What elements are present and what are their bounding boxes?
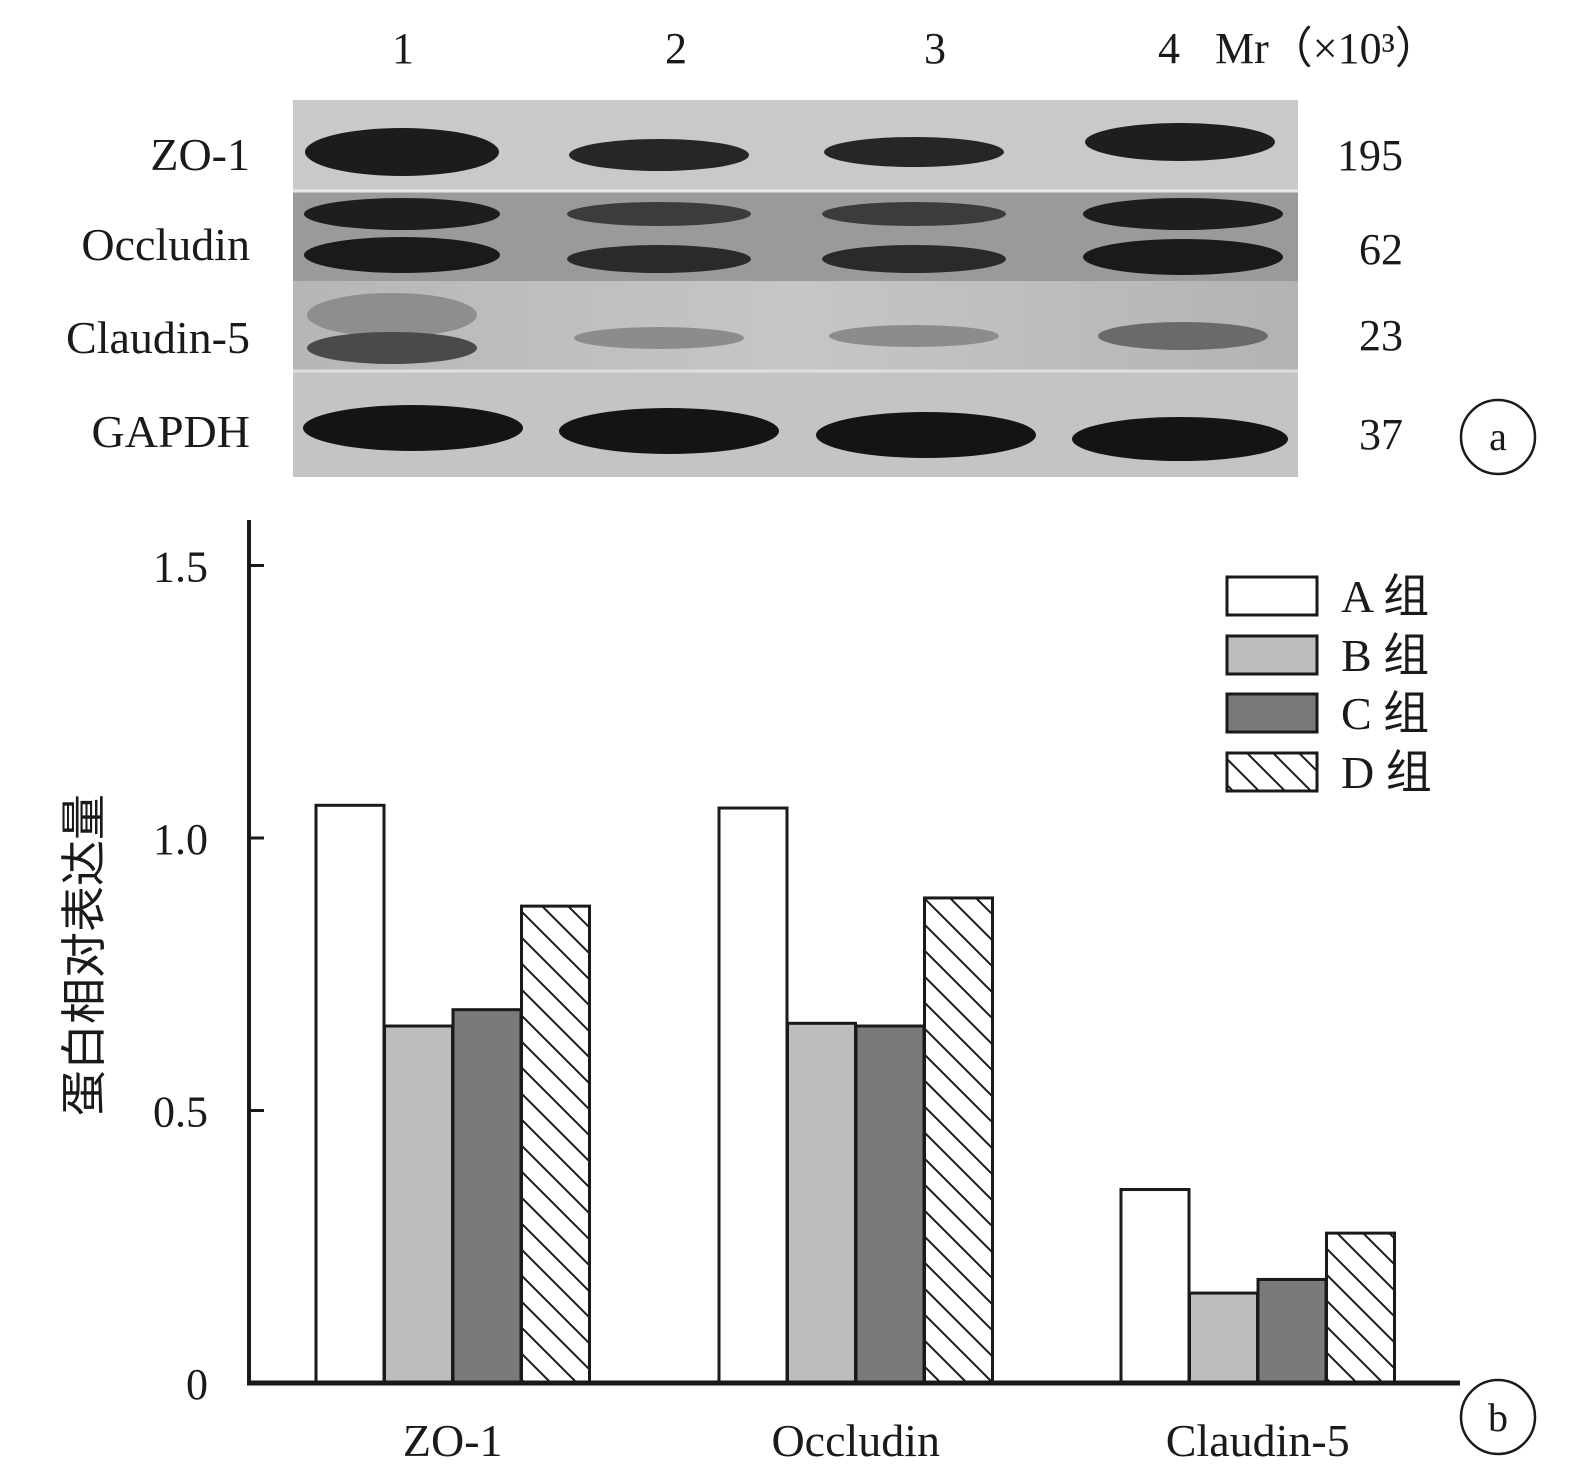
legend-swatch: [1225, 575, 1319, 617]
bars: [314, 803, 1396, 1385]
bar-claudin-5-b: [1188, 1291, 1259, 1385]
protein-label-claudin5: Claudin-5: [66, 312, 250, 363]
bar-occludin-a: [717, 806, 789, 1385]
bar-occludin-c: [854, 1024, 926, 1385]
legend-label: D 组: [1341, 747, 1432, 798]
panel-b-label: b: [1488, 1395, 1508, 1440]
mr-value-occludin: 62: [1359, 225, 1403, 274]
band: [303, 405, 523, 451]
band: [307, 293, 477, 337]
mr-value-zo1: 195: [1337, 131, 1403, 180]
mr-label: Mr（×10³）: [1215, 24, 1439, 73]
band: [574, 327, 744, 349]
lane-label-4: 4: [1158, 24, 1180, 73]
zo1-bands: [305, 123, 1275, 176]
bar-chart-panel: 0 0.5 1.0 1.5 ZO-1 Occludin Claudin-5 蛋白相对表达量…: [59, 520, 1537, 1466]
band: [829, 325, 999, 347]
band: [559, 408, 779, 454]
protein-label-gapdh: GAPDH: [92, 406, 250, 457]
band: [1085, 123, 1275, 161]
bar-zo-1-c: [451, 1008, 523, 1385]
y-tick-label: 0.5: [153, 1088, 208, 1137]
band: [307, 332, 477, 364]
legend-swatch: [1225, 692, 1319, 734]
y-ticks: 0 0.5 1.0 1.5: [153, 543, 264, 1409]
gapdh-bands: [303, 405, 1288, 461]
panel-a-label: a: [1489, 414, 1507, 459]
band: [824, 137, 1004, 167]
lane-label-1: 1: [392, 24, 414, 73]
bar-occludin-b: [786, 1021, 857, 1385]
y-tick-label: 1.5: [153, 543, 208, 592]
x-tick-label: ZO-1: [403, 1415, 503, 1466]
western-blot-panel: 1 2 3 4 Mr（×10³）: [66, 24, 1537, 477]
lane-label-3: 3: [924, 24, 946, 73]
lane-label-2: 2: [665, 24, 687, 73]
claudin5-bands: [307, 293, 1268, 364]
occludin-bands: [304, 198, 1283, 275]
band: [1072, 417, 1288, 461]
band: [305, 128, 499, 176]
bar-claudin-5-d: [1325, 1231, 1396, 1385]
legend-swatch: [1225, 634, 1319, 676]
bar-zo-1-b: [383, 1024, 454, 1385]
band: [567, 202, 751, 226]
mr-value-claudin5: 23: [1359, 311, 1403, 360]
band: [1083, 239, 1283, 275]
legend-swatch: [1225, 751, 1319, 793]
bar-zo-1-a: [314, 803, 386, 1385]
band: [1083, 198, 1283, 230]
legend-label: C 组: [1341, 688, 1429, 739]
band: [822, 202, 1006, 226]
protein-label-occludin: Occludin: [81, 219, 250, 270]
panel-b-label-circle: [1459, 1378, 1537, 1456]
bar-occludin-d: [923, 896, 994, 1385]
mr-value-gapdh: 37: [1359, 410, 1403, 459]
band: [304, 237, 500, 273]
bar-claudin-5-a: [1119, 1188, 1191, 1385]
y-tick-label: 1.0: [153, 815, 208, 864]
band: [567, 245, 751, 273]
band: [1098, 322, 1268, 350]
legend: A 组 B 组 C 组 D 组: [1225, 571, 1432, 798]
y-tick-label: 0: [186, 1360, 208, 1409]
band: [569, 139, 749, 171]
y-axis-label: 蛋白相对表达量: [59, 794, 110, 1116]
legend-label: A 组: [1341, 571, 1429, 622]
x-tick-label: Claudin-5: [1166, 1415, 1350, 1466]
panel-a-label-circle: [1459, 398, 1537, 476]
band: [816, 412, 1036, 458]
legend-label: B 组: [1341, 630, 1429, 681]
bar-zo-1-d: [520, 904, 591, 1385]
protein-label-zo1: ZO-1: [150, 129, 250, 180]
band: [822, 245, 1006, 273]
x-tick-label: Occludin: [771, 1415, 940, 1466]
bar-claudin-5-c: [1256, 1277, 1328, 1385]
band: [304, 198, 500, 230]
x-tick-labels: ZO-1 Occludin Claudin-5: [403, 1415, 1350, 1466]
